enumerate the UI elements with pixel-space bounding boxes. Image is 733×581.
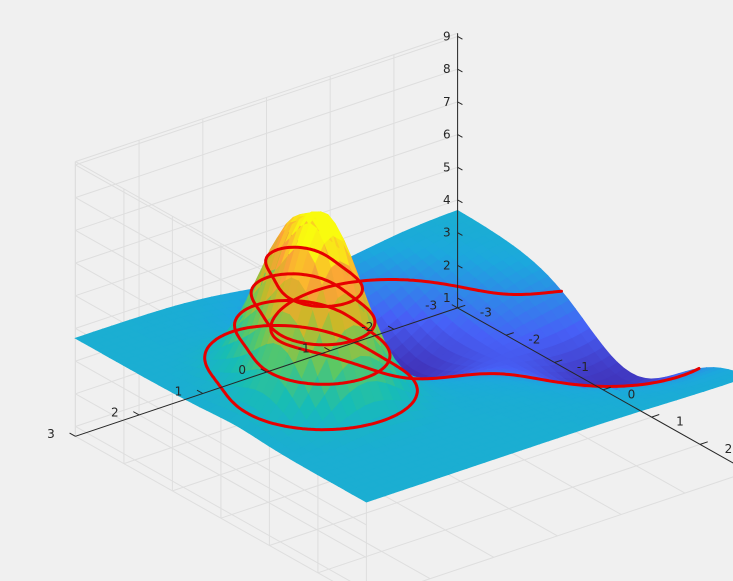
x-tick-label: -3 <box>480 305 492 319</box>
grid-line <box>75 134 458 264</box>
z-tick-label: 2 <box>443 258 451 272</box>
grid-line <box>75 360 367 526</box>
x-tick <box>554 359 563 363</box>
y-tick <box>133 411 140 416</box>
y-tick-label: 0 <box>238 363 246 377</box>
y-tick-label: -2 <box>361 320 373 334</box>
x-tick-label: -1 <box>577 360 589 374</box>
y-tick-label: -1 <box>298 342 310 356</box>
grid-line <box>75 435 334 581</box>
grid-line <box>75 36 458 166</box>
z-tick-label: 6 <box>443 128 451 142</box>
z-tick-label: 9 <box>443 30 451 44</box>
y-tick <box>260 368 267 373</box>
y-tick <box>387 325 395 330</box>
axes-frame <box>69 33 733 464</box>
contour-level-6 <box>249 272 377 347</box>
grid-line <box>138 414 431 580</box>
z-tick <box>457 264 463 269</box>
contour-level-5 <box>233 298 392 386</box>
z-tick-label: 4 <box>443 193 451 207</box>
x-tick-label: -2 <box>528 333 540 347</box>
x-tick <box>602 386 611 391</box>
y-tick <box>451 304 458 309</box>
grid-line <box>421 476 733 581</box>
z-tick-label: 3 <box>443 226 451 240</box>
grid-line <box>75 426 351 581</box>
grid-line <box>75 68 458 199</box>
y-tick <box>324 346 331 352</box>
z-tick <box>457 297 463 302</box>
z-tick-label: 5 <box>443 160 451 174</box>
z-tick-label: 1 <box>443 291 451 305</box>
contour-level-3 <box>269 278 701 388</box>
x-tick <box>457 304 466 309</box>
x-tick-label: 1 <box>676 415 684 429</box>
z-tick <box>457 101 463 106</box>
y-tick-label: 3 <box>47 427 55 441</box>
x-tick <box>505 332 514 336</box>
z-tick <box>457 166 463 171</box>
surface-patch <box>74 334 93 343</box>
y-tick-label: 2 <box>111 406 119 420</box>
z-tick-label: 7 <box>443 95 451 109</box>
z-tick <box>457 199 463 204</box>
y-tick <box>69 432 76 437</box>
surface <box>74 210 733 503</box>
z-tick <box>457 232 463 236</box>
contour-level-4 <box>203 324 419 432</box>
x-tick-label: 2 <box>725 442 733 456</box>
box-edge <box>75 32 458 163</box>
grid-line <box>75 166 458 297</box>
y-tick-label: 1 <box>175 384 183 398</box>
contour-lines <box>203 245 701 432</box>
y-tick-label: -3 <box>425 299 437 313</box>
x-tick <box>699 441 708 445</box>
z-tick-label: 8 <box>443 62 451 76</box>
z-tick <box>457 134 463 138</box>
contour-level-7 <box>264 245 364 308</box>
grid-line <box>75 393 367 559</box>
x-tick-label: 0 <box>628 387 636 401</box>
z-tick <box>457 36 463 40</box>
x-tick <box>651 414 660 418</box>
y-tick <box>196 389 204 394</box>
z-tick <box>457 68 463 73</box>
grid-line <box>75 101 458 231</box>
